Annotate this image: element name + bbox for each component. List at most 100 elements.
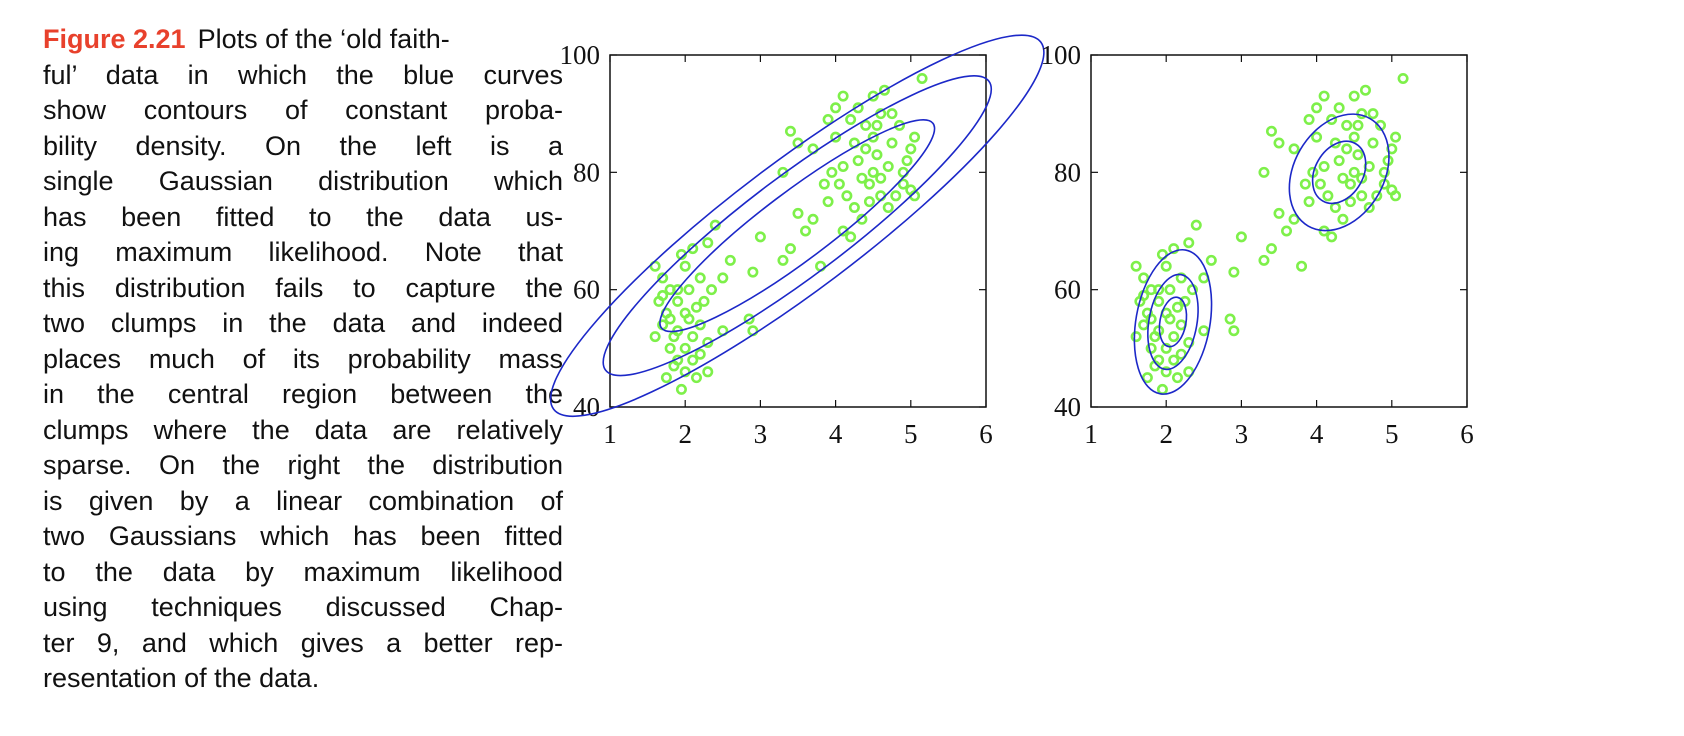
y-tick-label: 80 xyxy=(1054,157,1081,187)
figure-caption: Figure 2.21 Plots of the ‘old faith- ful’… xyxy=(43,22,563,697)
data-point xyxy=(1296,260,1308,272)
data-point xyxy=(863,196,875,208)
data-point xyxy=(657,272,669,284)
data-point xyxy=(1171,301,1183,313)
data-point xyxy=(672,354,684,366)
x-tick-label: 6 xyxy=(1460,419,1474,449)
data-point xyxy=(1168,354,1180,366)
data-point xyxy=(1375,119,1387,131)
data-point xyxy=(1145,342,1157,354)
data-point xyxy=(1235,231,1247,243)
data-point xyxy=(1329,202,1341,214)
density-contour xyxy=(1288,113,1390,232)
data-point xyxy=(1333,102,1345,114)
data-point xyxy=(1228,325,1240,337)
data-point xyxy=(863,178,875,190)
data-point xyxy=(1386,184,1398,196)
data-point xyxy=(837,90,849,102)
data-point xyxy=(897,178,909,190)
data-point xyxy=(1348,90,1360,102)
data-point xyxy=(822,196,834,208)
data-point xyxy=(1205,254,1217,266)
data-point xyxy=(657,319,669,331)
data-point xyxy=(1149,360,1161,372)
data-point xyxy=(909,131,921,143)
data-point xyxy=(1344,178,1356,190)
data-point xyxy=(1265,243,1277,255)
data-point xyxy=(1344,196,1356,208)
data-point xyxy=(657,290,669,302)
data-point xyxy=(1390,190,1402,202)
caption-line-9: places much of its probability mass xyxy=(43,343,563,374)
data-point xyxy=(1314,178,1326,190)
caption-line-10: in the central region between the xyxy=(43,379,563,409)
data-point xyxy=(1198,325,1210,337)
y-tick-label: 60 xyxy=(1054,275,1081,305)
data-point xyxy=(1348,131,1360,143)
data-point xyxy=(1190,219,1202,231)
data-point xyxy=(886,108,898,120)
data-point xyxy=(916,72,928,84)
data-point xyxy=(690,372,702,384)
caption-line-8: two clumps in the data and indeed xyxy=(43,308,563,338)
data-point xyxy=(649,331,661,343)
x-tick-label: 1 xyxy=(1084,419,1098,449)
data-point xyxy=(1378,166,1390,178)
data-point xyxy=(837,160,849,172)
data-point xyxy=(890,190,902,202)
data-point xyxy=(694,319,706,331)
data-point xyxy=(1311,131,1323,143)
data-point xyxy=(694,272,706,284)
x-tick-label: 4 xyxy=(1310,419,1324,449)
data-point xyxy=(702,336,714,348)
data-point xyxy=(1390,131,1402,143)
data-point xyxy=(698,295,710,307)
data-point xyxy=(717,272,729,284)
y-tick-label: 100 xyxy=(560,40,601,70)
data-point xyxy=(1359,84,1371,96)
caption-line-17: ter 9, and which gives a better rep- xyxy=(43,627,563,658)
data-point xyxy=(826,166,838,178)
data-point xyxy=(777,166,789,178)
data-point xyxy=(679,342,691,354)
x-tick-label: 1 xyxy=(603,419,617,449)
data-point xyxy=(1145,284,1157,296)
data-point xyxy=(1311,102,1323,114)
data-point xyxy=(747,325,759,337)
data-point xyxy=(683,313,695,325)
data-point xyxy=(882,202,894,214)
data-point xyxy=(1153,325,1165,337)
data-point xyxy=(1130,331,1142,343)
caption-line-6: ing maximum likelihood. Note that xyxy=(43,237,563,267)
data-point xyxy=(875,190,887,202)
data-point xyxy=(905,143,917,155)
y-tick-label: 80 xyxy=(573,157,600,187)
density-contour xyxy=(1133,248,1213,395)
data-point xyxy=(815,260,827,272)
x-tick-label: 2 xyxy=(1159,419,1173,449)
data-point xyxy=(882,160,894,172)
density-contour xyxy=(659,119,936,333)
density-contour xyxy=(1158,296,1188,348)
data-point xyxy=(845,231,857,243)
data-point xyxy=(743,313,755,325)
data-point xyxy=(1187,284,1199,296)
x-tick-label: 3 xyxy=(754,419,768,449)
density-contour xyxy=(602,75,993,377)
data-point xyxy=(1281,225,1293,237)
data-point xyxy=(1164,284,1176,296)
data-point xyxy=(675,383,687,395)
data-point xyxy=(1341,119,1353,131)
data-point xyxy=(1149,331,1161,343)
data-point xyxy=(1145,313,1157,325)
data-point xyxy=(818,178,830,190)
caption-line-2: show contours of constant proba- xyxy=(43,95,563,125)
caption-line-1: ful’ data in which the blue curves xyxy=(43,59,563,90)
data-point xyxy=(702,237,714,249)
plot-frame xyxy=(609,54,987,408)
data-point xyxy=(672,284,684,296)
data-point xyxy=(679,307,691,319)
data-point xyxy=(1386,143,1398,155)
data-point xyxy=(706,284,718,296)
data-point xyxy=(792,137,804,149)
